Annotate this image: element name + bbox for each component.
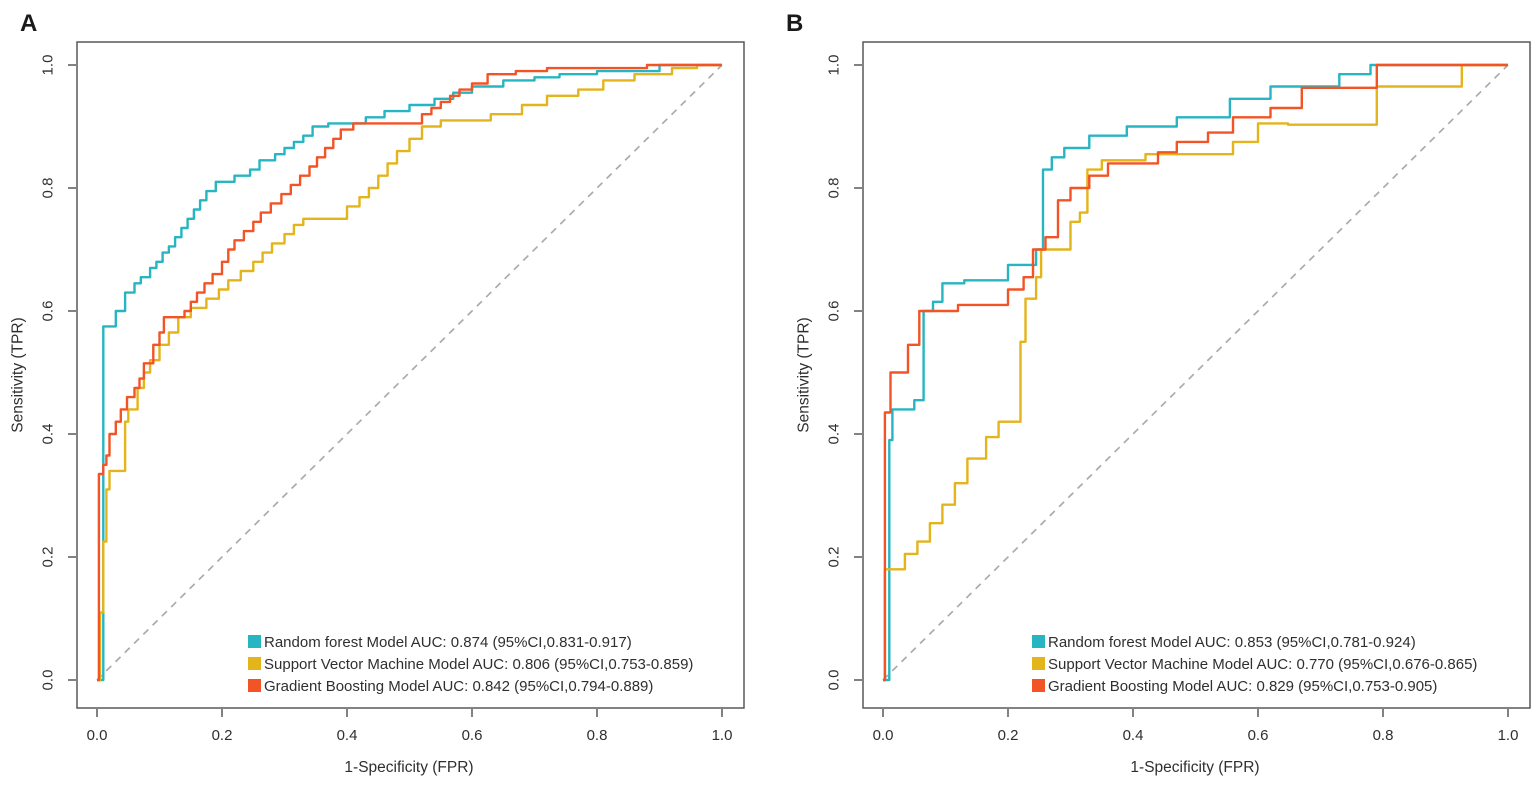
panel-b-roc-curves xyxy=(883,63,1508,682)
y-tick-label: 0.0 xyxy=(826,670,843,691)
chance-diagonal-line xyxy=(882,64,1509,681)
x-tick-label: 0.8 xyxy=(1373,727,1394,744)
x-tick-label: 1.0 xyxy=(712,727,733,744)
panel-b-y-axis: 0.0 0.2 0.4 0.6 0.8 1.0 Sensitivity (TPR… xyxy=(796,55,862,691)
legend-swatch-gradient-boosting xyxy=(248,679,261,692)
legend-swatch-random-forest xyxy=(248,635,261,648)
y-tick-label: 1.0 xyxy=(40,55,57,76)
y-tick-label: 0.2 xyxy=(40,547,57,568)
x-tick-label: 0.6 xyxy=(462,727,483,744)
y-tick-label: 0.6 xyxy=(826,301,843,322)
y-axis-title: Sensitivity (TPR) xyxy=(796,317,813,432)
x-tick-label: 0.2 xyxy=(998,727,1019,744)
x-axis-title: 1-Specificity (FPR) xyxy=(1130,759,1259,776)
y-tick-label: 0.6 xyxy=(40,301,57,322)
x-tick-label: 0.4 xyxy=(1123,727,1144,744)
panel-b-legend: Random forest Model AUC: 0.853 (95%CI,0.… xyxy=(1032,634,1477,695)
y-tick-label: 0.2 xyxy=(826,547,843,568)
roc-curve-support-vector-machine xyxy=(97,63,722,682)
x-tick-label: 1.0 xyxy=(1498,727,1519,744)
roc-curve-gradient-boosting xyxy=(883,63,1508,682)
y-tick-label: 0.4 xyxy=(826,424,843,445)
panel-b-letter: B xyxy=(786,10,803,37)
roc-curve-support-vector-machine xyxy=(883,63,1508,682)
legend-entry-gradient-boosting: Gradient Boosting Model AUC: 0.842 (95%C… xyxy=(264,678,653,695)
x-tick-label: 0.0 xyxy=(87,727,108,744)
legend-swatch-random-forest xyxy=(1032,635,1045,648)
roc-curve-random-forest xyxy=(883,63,1508,682)
legend-entry-support-vector-machine: Support Vector Machine Model AUC: 0.806 … xyxy=(264,656,693,673)
y-tick-label: 0.8 xyxy=(40,178,57,199)
y-tick-label: 0.0 xyxy=(40,670,57,691)
x-tick-label: 0.0 xyxy=(873,727,894,744)
y-tick-label: 0.4 xyxy=(40,424,57,445)
panel-a-letter: A xyxy=(20,10,37,37)
y-tick-label: 0.8 xyxy=(826,178,843,199)
legend-swatch-gradient-boosting xyxy=(1032,679,1045,692)
panel-a: A 0.0 0.2 0.4 0.6 0.8 1.0 1-Specificity … xyxy=(10,10,745,776)
legend-swatch-support-vector-machine xyxy=(248,657,261,670)
legend-entry-gradient-boosting: Gradient Boosting Model AUC: 0.829 (95%C… xyxy=(1048,678,1437,695)
legend-entry-random-forest: Random forest Model AUC: 0.874 (95%CI,0.… xyxy=(264,634,632,651)
x-axis-title: 1-Specificity (FPR) xyxy=(344,759,473,776)
panel-a-x-axis: 0.0 0.2 0.4 0.6 0.8 1.0 1-Specificity (F… xyxy=(87,709,733,776)
x-tick-label: 0.6 xyxy=(1248,727,1269,744)
x-tick-label: 0.2 xyxy=(212,727,233,744)
panel-a-plot-frame xyxy=(76,41,745,709)
y-tick-label: 1.0 xyxy=(826,55,843,76)
x-tick-label: 0.4 xyxy=(337,727,358,744)
legend-swatch-support-vector-machine xyxy=(1032,657,1045,670)
y-axis-title: Sensitivity (TPR) xyxy=(10,317,27,432)
x-tick-label: 0.8 xyxy=(587,727,608,744)
panel-b-x-axis: 0.0 0.2 0.4 0.6 0.8 1.0 1-Specificity (F… xyxy=(873,709,1519,776)
panel-a-roc-curves xyxy=(97,63,722,682)
panel-a-y-axis: 0.0 0.2 0.4 0.6 0.8 1.0 Sensitivity (TPR… xyxy=(10,55,76,691)
roc-curve-gradient-boosting xyxy=(97,63,722,682)
panel-a-legend: Random forest Model AUC: 0.874 (95%CI,0.… xyxy=(248,634,693,695)
legend-entry-random-forest: Random forest Model AUC: 0.853 (95%CI,0.… xyxy=(1048,634,1416,651)
roc-curve-random-forest xyxy=(97,63,722,682)
legend-entry-support-vector-machine: Support Vector Machine Model AUC: 0.770 … xyxy=(1048,656,1477,673)
chance-diagonal-line xyxy=(96,64,723,681)
panel-b: B 0.0 0.2 0.4 0.6 0.8 1.0 1-Specificity … xyxy=(786,10,1531,776)
panel-b-plot-frame xyxy=(862,41,1531,709)
